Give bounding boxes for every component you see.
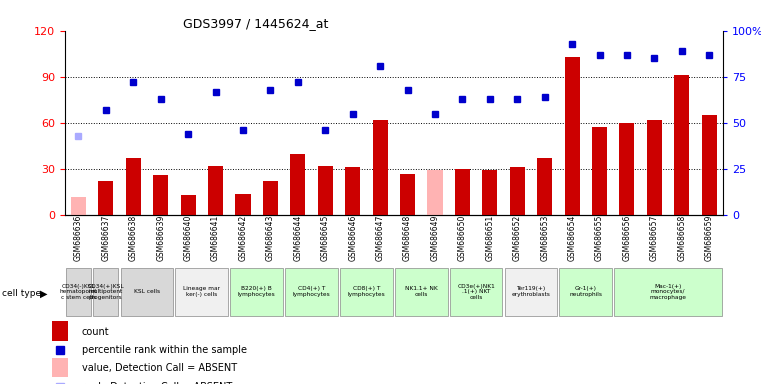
Bar — [450, 268, 502, 316]
Bar — [537, 158, 552, 215]
Text: count: count — [81, 327, 110, 337]
Bar — [263, 181, 278, 215]
Bar — [702, 115, 717, 215]
Bar — [647, 120, 662, 215]
Bar — [317, 166, 333, 215]
Bar — [373, 120, 387, 215]
Text: GSM686645: GSM686645 — [320, 215, 330, 262]
Bar — [455, 169, 470, 215]
Text: CD34(+)KSL
multipotent
progenitors: CD34(+)KSL multipotent progenitors — [88, 283, 124, 300]
Text: GSM686647: GSM686647 — [376, 215, 384, 262]
Text: GSM686655: GSM686655 — [595, 215, 604, 262]
Text: GSM686639: GSM686639 — [156, 215, 165, 262]
Bar — [340, 268, 393, 316]
Bar — [400, 174, 415, 215]
Text: CD3e(+)NK1
.1(+) NKT
cells: CD3e(+)NK1 .1(+) NKT cells — [457, 283, 495, 300]
Bar — [614, 268, 722, 316]
Bar — [565, 57, 580, 215]
Bar — [71, 197, 86, 215]
Text: ▶: ▶ — [40, 289, 47, 299]
Text: Ter119(+)
erythroblasts: Ter119(+) erythroblasts — [511, 286, 550, 297]
Bar — [619, 123, 635, 215]
Bar — [208, 166, 223, 215]
Text: GSM686646: GSM686646 — [349, 215, 357, 262]
Bar — [428, 170, 442, 215]
Text: GSM686648: GSM686648 — [403, 215, 412, 261]
Text: cell type: cell type — [2, 289, 40, 298]
Text: KSL cells: KSL cells — [134, 289, 160, 295]
Text: GSM686651: GSM686651 — [486, 215, 495, 261]
Text: CD34(-)KSL
hematopoiet
c stem cells: CD34(-)KSL hematopoiet c stem cells — [59, 283, 97, 300]
Text: value, Detection Call = ABSENT: value, Detection Call = ABSENT — [81, 363, 237, 373]
Bar — [121, 268, 174, 316]
Bar — [65, 268, 91, 316]
Bar — [176, 268, 228, 316]
Bar — [231, 268, 283, 316]
Bar — [93, 268, 119, 316]
Text: GSM686654: GSM686654 — [568, 215, 577, 262]
Text: GSM686636: GSM686636 — [74, 215, 83, 262]
Bar — [559, 268, 612, 316]
Text: GSM686652: GSM686652 — [513, 215, 522, 261]
Text: Mac-1(+)
monocytes/
macrophage: Mac-1(+) monocytes/ macrophage — [650, 283, 686, 300]
Bar — [285, 268, 338, 316]
Text: GSM686641: GSM686641 — [211, 215, 220, 261]
Bar — [290, 154, 305, 215]
Text: percentile rank within the sample: percentile rank within the sample — [81, 345, 247, 355]
Bar — [126, 158, 141, 215]
Bar — [482, 170, 498, 215]
Bar — [153, 175, 168, 215]
Text: Lineage mar
ker(-) cells: Lineage mar ker(-) cells — [183, 286, 221, 297]
Text: GSM686656: GSM686656 — [622, 215, 632, 262]
Bar — [98, 181, 113, 215]
Text: GSM686642: GSM686642 — [238, 215, 247, 261]
Bar — [395, 268, 447, 316]
Text: GSM686650: GSM686650 — [458, 215, 467, 262]
Text: Gr-1(+)
neutrophils: Gr-1(+) neutrophils — [569, 286, 602, 297]
Bar — [53, 358, 68, 377]
Text: GSM686644: GSM686644 — [293, 215, 302, 262]
Bar — [505, 268, 557, 316]
Text: GSM686659: GSM686659 — [705, 215, 714, 262]
Bar — [510, 167, 525, 215]
Bar — [674, 75, 689, 215]
Bar — [235, 194, 250, 215]
Text: rank, Detection Call = ABSENT: rank, Detection Call = ABSENT — [81, 382, 232, 384]
Text: GSM686637: GSM686637 — [101, 215, 110, 262]
Text: CD4(+) T
lymphocytes: CD4(+) T lymphocytes — [293, 286, 330, 297]
Text: GSM686653: GSM686653 — [540, 215, 549, 262]
Text: B220(+) B
lymphocytes: B220(+) B lymphocytes — [237, 286, 275, 297]
Text: GDS3997 / 1445624_at: GDS3997 / 1445624_at — [183, 17, 329, 30]
Text: GSM686638: GSM686638 — [129, 215, 138, 261]
Text: GSM686658: GSM686658 — [677, 215, 686, 261]
Text: GSM686657: GSM686657 — [650, 215, 659, 262]
Bar — [180, 195, 196, 215]
Text: NK1.1+ NK
cells: NK1.1+ NK cells — [405, 286, 438, 297]
Bar — [345, 167, 360, 215]
Text: GSM686640: GSM686640 — [183, 215, 193, 262]
Bar — [592, 127, 607, 215]
Text: GSM686649: GSM686649 — [431, 215, 439, 262]
Text: CD8(+) T
lymphocytes: CD8(+) T lymphocytes — [348, 286, 385, 297]
Bar — [53, 321, 68, 341]
Text: GSM686643: GSM686643 — [266, 215, 275, 262]
